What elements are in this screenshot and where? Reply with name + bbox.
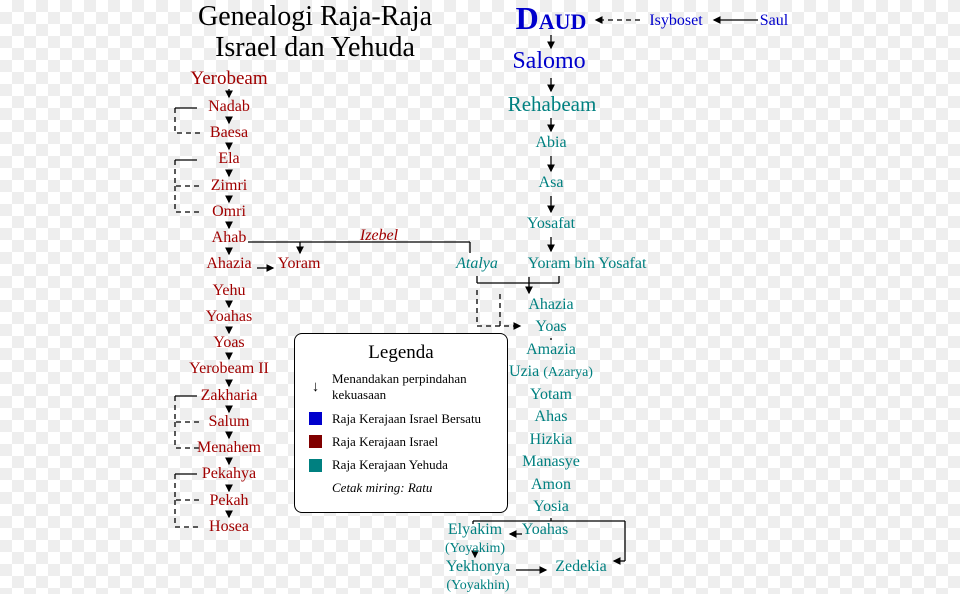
- node-israel-hosea: Hosea: [209, 518, 249, 536]
- node-israel-pekahya: Pekahya: [202, 465, 256, 483]
- node-rehabeam: Rehabeam: [508, 92, 597, 117]
- node-judah-ahas: Ahas: [535, 408, 568, 426]
- node-israel-zimri: Zimri: [211, 177, 247, 195]
- node-salomo: Salomo: [512, 48, 585, 75]
- node-judah-yosia: Yosia: [533, 498, 569, 516]
- node-elyakim: Elyakim (Yoyakim): [445, 521, 505, 557]
- node-israel-yoahas: Yoahas: [206, 308, 252, 326]
- node-israel-baesa: Baesa: [210, 124, 248, 142]
- node-israel-ela: Ela: [218, 150, 239, 168]
- node-israel-yoas: Yoas: [213, 334, 244, 352]
- legend-arrow-label: Menandakan perpindahan kekuasaan: [332, 371, 493, 404]
- node-daud: Daud: [516, 0, 587, 37]
- legend-judah-label: Raja Kerajaan Yehuda: [332, 457, 448, 473]
- legend-row-arrow: ↓ Menandakan perpindahan kekuasaan: [309, 371, 493, 404]
- node-zedekia: Zedekia: [555, 558, 607, 576]
- legend-row-italic: Cetak miring: Ratu: [309, 480, 493, 496]
- node-saul: Saul: [760, 12, 788, 30]
- node-judah-yoas: Yoas: [535, 318, 566, 336]
- node-yoahas-judah: Yoahas: [522, 521, 568, 539]
- yekhonya-alt: (Yoyakhin): [446, 578, 509, 593]
- node-israel-pekah: Pekah: [209, 492, 248, 510]
- node-israel-menahem: Menahem: [197, 439, 261, 457]
- node-judah-asa: Asa: [539, 174, 564, 192]
- legend-united-label: Raja Kerajaan Israel Bersatu: [332, 411, 481, 427]
- node-israel-yerobeam-ii: Yerobeam II: [189, 360, 269, 378]
- swatch-united-icon: [309, 412, 322, 425]
- legend-row-israel: Raja Kerajaan Israel: [309, 434, 493, 450]
- node-judah-yosafat: Yosafat: [527, 215, 575, 233]
- legend-title: Legenda: [309, 342, 493, 364]
- node-atalya: Atalya: [456, 255, 498, 273]
- legend-israel-label: Raja Kerajaan Israel: [332, 434, 438, 450]
- node-izebel: Izebel: [360, 227, 398, 245]
- node-judah-ahazia: Ahazia: [528, 296, 573, 314]
- legend-box: Legenda ↓ Menandakan perpindahan kekuasa…: [294, 333, 508, 513]
- node-judah-amon: Amon: [531, 476, 571, 494]
- diagram-title: Genealogi Raja-Raja Israel dan Yehuda: [198, 2, 432, 64]
- yekhonya-name: Yekhonya: [446, 558, 510, 575]
- node-yoram-judah: Yoram bin Yosafat: [528, 255, 647, 273]
- elyakim-name: Elyakim: [448, 521, 502, 538]
- node-judah-hizkia: Hizkia: [530, 431, 573, 449]
- legend-row-united: Raja Kerajaan Israel Bersatu: [309, 411, 493, 427]
- node-judah-yotam: Yotam: [530, 386, 572, 404]
- node-israel-ahab: Ahab: [212, 229, 247, 247]
- node-judah-abia: Abia: [535, 134, 566, 152]
- legend-row-judah: Raja Kerajaan Yehuda: [309, 457, 493, 473]
- node-israel-salum: Salum: [209, 413, 250, 431]
- node-israel-yerobeam: Yerobeam: [190, 68, 267, 90]
- arrow-down-icon: ↓: [309, 378, 322, 397]
- title-line-1: Genealogi Raja-Raja: [198, 1, 432, 32]
- node-judah-amazia: Amazia: [526, 341, 576, 359]
- node-yekhonya: Yekhonya (Yoyakhin): [446, 558, 510, 594]
- node-judah-manasye: Manasye: [522, 453, 580, 471]
- node-israel-zakharia: Zakharia: [201, 387, 258, 405]
- swatch-israel-icon: [309, 435, 322, 448]
- title-line-2: Israel dan Yehuda: [215, 32, 415, 63]
- legend-italic-label: Cetak miring: Ratu: [332, 480, 432, 496]
- node-israel-omri: Omri: [212, 203, 246, 221]
- node-israel-ahazia: Ahazia: [206, 255, 251, 273]
- swatch-judah-icon: [309, 459, 322, 472]
- node-israel-nadab: Nadab: [208, 98, 250, 116]
- elyakim-alt: (Yoyakim): [445, 541, 505, 556]
- node-isyboset: Isyboset: [649, 12, 702, 30]
- node-judah-uzia: Uzia (Azarya): [509, 363, 593, 381]
- node-israel-yoram: Yoram: [278, 255, 321, 273]
- node-israel-yehu: Yehu: [212, 282, 245, 300]
